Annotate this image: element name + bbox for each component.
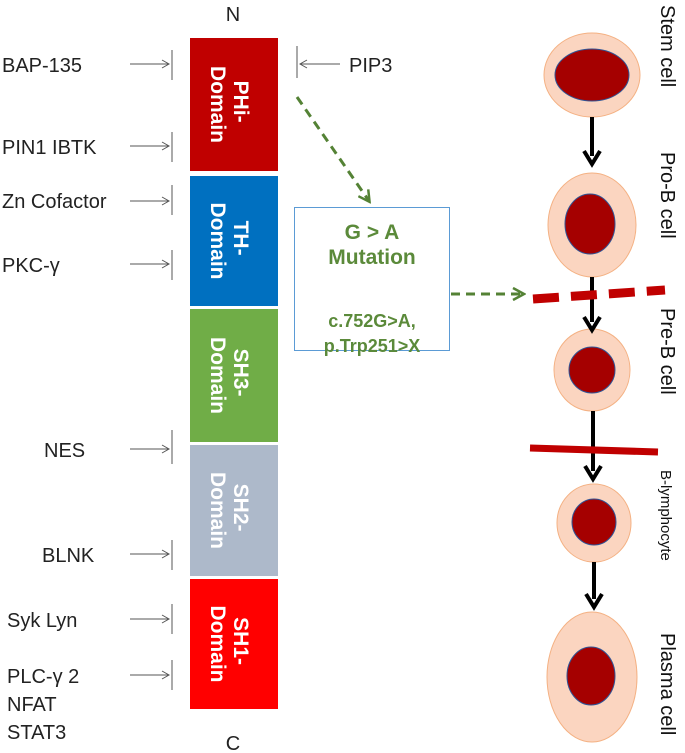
- stage-labels: Stem cell Pro-B cell Pre-B cell B-lympho…: [656, 5, 678, 735]
- partner-label: Syk Lyn: [7, 610, 77, 632]
- domain-label-line2: Domain: [206, 202, 229, 279]
- mutation-detail-line2: p.Trp251>X: [323, 336, 421, 356]
- domain-label-line2: Domain: [206, 337, 229, 414]
- domain-label-line1: SH2-: [229, 484, 252, 532]
- domain-label-line2: Domain: [206, 605, 229, 682]
- partner-label-pip3: PIP3: [349, 55, 392, 77]
- partner-label: BAP-135: [2, 55, 82, 77]
- partner-label: STAT3: [7, 722, 66, 744]
- cell-pre-b: [553, 328, 631, 412]
- mutation-callout: G > A Mutation c.752G>A, p.Trp251>X: [294, 207, 450, 356]
- dashed-block-bar: [532, 285, 666, 304]
- domain-label-line2: Domain: [206, 472, 229, 549]
- cell-lineage: [543, 32, 641, 743]
- domain-phi: PHi- Domain: [190, 38, 278, 171]
- left-arrowheads: [161, 59, 171, 680]
- mutation-arrow-to-box: [295, 96, 369, 201]
- svg-text:SH2- Domain: SH2- Domain: [206, 472, 252, 549]
- partner-label: Zn Cofactor: [2, 191, 107, 213]
- partner-label: PLC-γ 2: [7, 666, 79, 688]
- domain-stack: PHi- Domain TH- Domain SH3- Domain SH2- …: [190, 38, 278, 709]
- cell-b-lymphocyte: [556, 483, 632, 563]
- solid-block-bar: [529, 444, 659, 456]
- left-partner-labels: BAP-135 PIN1 IBTK Zn Cofactor PKC-γ NES …: [2, 55, 107, 744]
- left-pointers: [130, 50, 173, 690]
- svg-text:TH- Domain: TH- Domain: [206, 202, 252, 279]
- n-terminus-label: N: [226, 4, 240, 26]
- cell-plasma: [546, 611, 638, 743]
- domain-label-line1: TH-: [229, 221, 252, 256]
- pip3-pointer: [296, 46, 340, 78]
- svg-text:PHi- Domain: PHi- Domain: [206, 66, 252, 143]
- cell-stem: [543, 32, 641, 118]
- stage-label-stem: Stem cell: [656, 5, 678, 87]
- domain-label-line1: PHi-: [229, 81, 252, 123]
- stage-label-pro-b: Pro-B cell: [656, 152, 678, 239]
- mutation-title-line1: G > A: [344, 221, 400, 244]
- mutation-detail-line1: c.752G>A,: [328, 311, 416, 331]
- domain-sh1: SH1- Domain: [190, 579, 278, 709]
- partner-label: PKC-γ: [2, 255, 60, 277]
- partner-label: NES: [44, 440, 85, 462]
- svg-text:SH3- Domain: SH3- Domain: [206, 337, 252, 414]
- cell-pro-b: [547, 172, 637, 278]
- stage-label-plasma: Plasma cell: [656, 633, 678, 735]
- mutation-title-line2: Mutation: [328, 246, 416, 269]
- stage-label-b-lymphocyte: B-lymphocyte: [657, 470, 674, 561]
- lineage-arrows: [582, 117, 604, 611]
- block-bars: [529, 285, 666, 456]
- domain-sh3: SH3- Domain: [190, 309, 278, 442]
- domain-label-line1: SH3-: [229, 349, 252, 397]
- stage-label-pre-b: Pre-B cell: [656, 308, 678, 395]
- svg-text:SH1- Domain: SH1- Domain: [206, 605, 252, 682]
- domain-label-line1: SH1-: [229, 617, 252, 665]
- c-terminus-label: C: [226, 733, 240, 753]
- partner-label: PIN1 IBTK: [2, 137, 97, 159]
- domain-label-line2: Domain: [206, 66, 229, 143]
- domain-sh2: SH2- Domain: [190, 445, 278, 576]
- partner-label: NFAT: [7, 694, 57, 716]
- domain-th: TH- Domain: [190, 176, 278, 306]
- partner-label: BLNK: [42, 545, 95, 567]
